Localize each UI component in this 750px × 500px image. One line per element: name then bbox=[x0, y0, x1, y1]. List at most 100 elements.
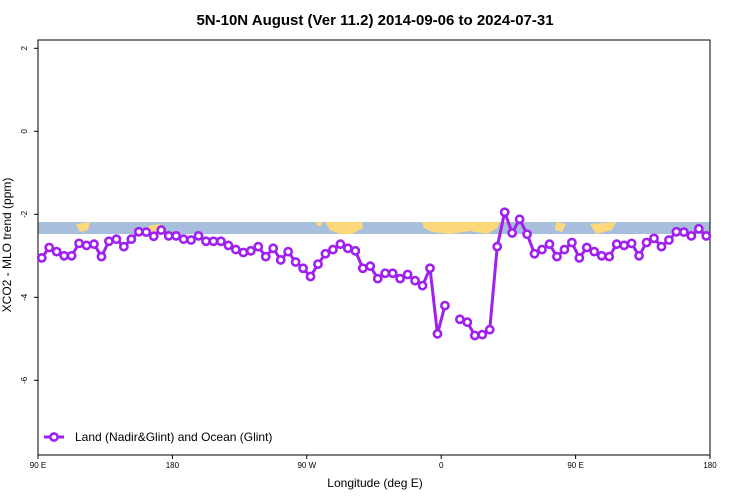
land-shape bbox=[555, 222, 566, 232]
series-layer bbox=[36, 207, 712, 341]
legend-marker bbox=[49, 432, 59, 442]
data-point bbox=[469, 330, 480, 341]
y-tick-label: 0 bbox=[20, 129, 29, 134]
data-point bbox=[477, 329, 488, 340]
data-point bbox=[522, 229, 532, 240]
y-axis: 2 0 -2 -4 -6 bbox=[20, 46, 38, 384]
y-tick-label: -4 bbox=[20, 293, 29, 301]
data-point bbox=[619, 240, 630, 251]
data-point bbox=[260, 251, 271, 262]
data-point bbox=[268, 243, 279, 254]
x-tick-label: 0 bbox=[439, 461, 444, 470]
data-point bbox=[320, 248, 331, 259]
data-point bbox=[581, 242, 592, 253]
data-point bbox=[462, 317, 473, 328]
x-tick-label: 180 bbox=[703, 461, 717, 470]
land-shape bbox=[325, 222, 363, 234]
data-point bbox=[425, 263, 435, 274]
data-point bbox=[230, 244, 241, 255]
legend-label: Land (Nadir&Glint) and Ocean (Glint) bbox=[75, 430, 272, 444]
data-point bbox=[216, 236, 226, 247]
data-point bbox=[118, 241, 129, 252]
data-point bbox=[671, 226, 682, 237]
data-point bbox=[59, 250, 70, 261]
data-point bbox=[596, 250, 607, 261]
land-ocean-band bbox=[38, 222, 710, 234]
data-point bbox=[686, 230, 697, 241]
data-point bbox=[589, 246, 600, 257]
data-point bbox=[111, 234, 122, 245]
data-point bbox=[290, 257, 301, 267]
data-point bbox=[44, 242, 55, 253]
data-point bbox=[604, 251, 615, 262]
data-point bbox=[395, 273, 406, 284]
data-point bbox=[693, 223, 704, 234]
data-point bbox=[133, 226, 144, 237]
data-point bbox=[51, 246, 62, 257]
data-point bbox=[499, 207, 510, 218]
land-shape bbox=[76, 222, 90, 232]
data-point bbox=[432, 328, 443, 339]
data-point bbox=[701, 230, 712, 241]
data-point bbox=[372, 273, 383, 284]
data-point bbox=[537, 244, 547, 255]
data-point bbox=[626, 238, 637, 249]
data-point bbox=[104, 236, 114, 247]
data-point bbox=[357, 263, 368, 274]
data-point bbox=[186, 235, 196, 245]
data-point bbox=[454, 314, 465, 325]
data-point bbox=[193, 230, 204, 241]
data-point bbox=[611, 239, 622, 250]
data-point bbox=[507, 228, 518, 238]
ocean-band bbox=[38, 222, 710, 234]
data-point bbox=[81, 240, 92, 251]
x-tick-label: 180 bbox=[166, 461, 180, 470]
legend: Land (Nadir&Glint) and Ocean (Glint) bbox=[44, 430, 272, 444]
data-point bbox=[126, 234, 137, 245]
data-point bbox=[641, 237, 652, 248]
x-tick-label: 90 W bbox=[297, 461, 316, 470]
data-point bbox=[678, 227, 689, 238]
data-point bbox=[664, 235, 674, 245]
data-point bbox=[96, 251, 107, 262]
y-axis-label: XCO2 - MLO trend (ppm) bbox=[0, 178, 14, 313]
data-point bbox=[402, 269, 413, 280]
data-point bbox=[649, 233, 659, 244]
data-point bbox=[634, 250, 644, 261]
data-point bbox=[514, 214, 525, 225]
data-point bbox=[552, 251, 562, 262]
x-tick-label: 90 E bbox=[567, 461, 583, 470]
data-point bbox=[298, 263, 308, 274]
data-point bbox=[410, 275, 420, 286]
data-point bbox=[66, 250, 77, 261]
data-point bbox=[417, 280, 428, 291]
data-point bbox=[574, 252, 585, 263]
data-point bbox=[492, 241, 503, 252]
data-point bbox=[238, 247, 249, 258]
data-point bbox=[305, 271, 316, 282]
data-point bbox=[387, 268, 398, 279]
x-tick-label: 90 E bbox=[30, 461, 46, 470]
data-point bbox=[440, 300, 450, 311]
land-shape bbox=[590, 222, 616, 234]
data-point bbox=[275, 255, 286, 265]
data-point bbox=[656, 241, 667, 252]
y-tick-label: -6 bbox=[20, 376, 29, 384]
data-point bbox=[380, 268, 391, 279]
data-point bbox=[36, 252, 47, 263]
data-point bbox=[342, 243, 353, 254]
data-point bbox=[89, 239, 99, 250]
series-line bbox=[459, 210, 708, 337]
data-point bbox=[201, 236, 211, 247]
data-point bbox=[529, 248, 540, 259]
chart-title: 5N-10N August (Ver 11.2) 2014-09-06 to 2… bbox=[196, 12, 553, 29]
data-point bbox=[365, 261, 376, 272]
data-point bbox=[253, 241, 264, 252]
data-point bbox=[148, 231, 159, 242]
series-line bbox=[40, 228, 447, 336]
data-point bbox=[245, 245, 256, 256]
data-point bbox=[178, 234, 189, 245]
data-point bbox=[313, 259, 323, 269]
data-point bbox=[208, 236, 219, 247]
